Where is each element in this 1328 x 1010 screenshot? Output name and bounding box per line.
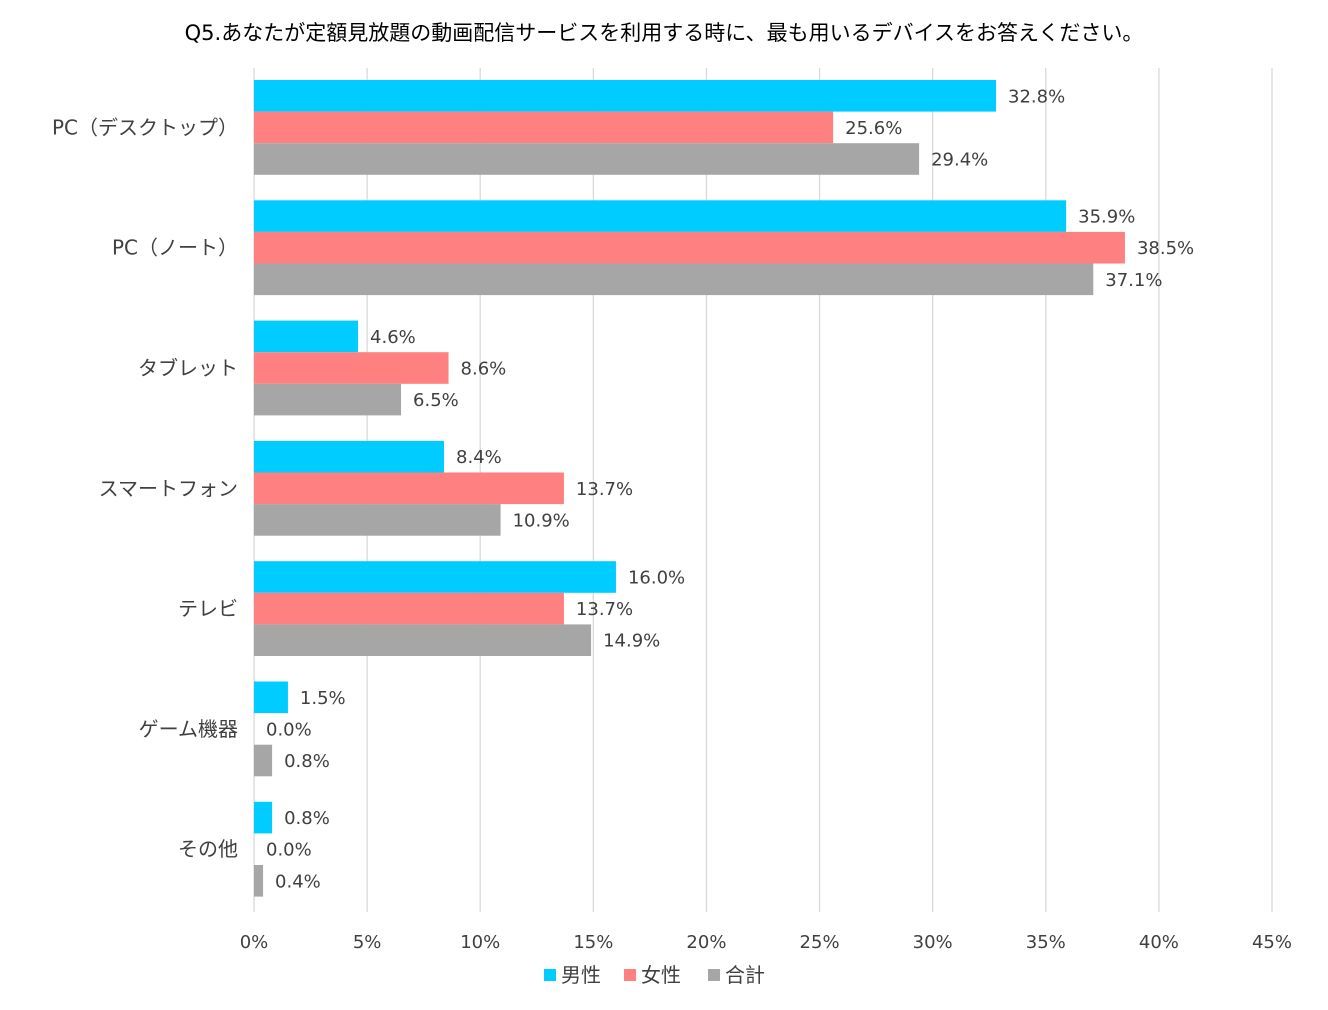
data-label: 0.0% (266, 840, 312, 861)
data-label: 25.6% (845, 118, 902, 139)
legend-swatch (544, 969, 556, 981)
bar (254, 320, 359, 353)
bar (254, 383, 402, 416)
data-label: 37.1% (1105, 270, 1162, 291)
chart-title: Q5.あなたが定額見放題の動画配信サービスを利用する時に、最も用いるデバイスをお… (185, 21, 1144, 45)
bar (254, 472, 564, 505)
bar (254, 624, 592, 656)
bar (254, 561, 616, 593)
x-tick-label: 40% (1139, 932, 1179, 953)
data-label: 0.8% (284, 751, 330, 772)
data-label: 0.0% (266, 719, 312, 740)
category-label: ゲーム機器 (139, 717, 238, 741)
x-axis-ticks: 0% 5% 10% 15% 20% 25% 30% 35% 40% 45% (240, 932, 1292, 953)
x-tick-label: 0% (240, 932, 269, 953)
data-label: 8.6% (461, 359, 507, 380)
x-tick-label: 25% (800, 932, 840, 953)
category-label: スマートフォン (99, 476, 238, 500)
x-tick-label: 10% (460, 932, 500, 953)
legend-label: 合計 (725, 963, 765, 987)
data-label: 32.8% (1008, 86, 1065, 107)
category-label: タブレット (138, 356, 238, 380)
legend-label: 女性 (641, 963, 681, 987)
bar (254, 592, 564, 625)
legend-label: 男性 (561, 963, 601, 987)
data-label: 13.7% (576, 599, 633, 620)
data-label: 4.6% (370, 327, 416, 348)
bar (254, 111, 834, 144)
legend-swatch (708, 969, 720, 981)
category-label: テレビ (178, 597, 238, 621)
data-label: 1.5% (300, 688, 346, 709)
bar (254, 231, 1125, 264)
data-label: 0.8% (284, 808, 330, 829)
data-label: 6.5% (413, 390, 459, 411)
bar (254, 681, 288, 714)
bar (254, 200, 1067, 232)
category-label: その他 (178, 837, 238, 861)
x-tick-label: 15% (573, 932, 613, 953)
data-labels: 32.8% 25.6% 29.4% 35.9%38.5% 37.1% 4.6% 8.6%6.… (266, 86, 1194, 892)
data-label: 16.0% (628, 568, 685, 589)
bar (254, 440, 445, 473)
bar (254, 801, 273, 834)
data-label: 29.4% (931, 150, 988, 171)
category-label: PC（デスクトップ） (52, 115, 238, 139)
bar (254, 504, 501, 536)
bar (254, 80, 997, 112)
bar (254, 865, 264, 897)
data-label: 35.9% (1078, 207, 1135, 228)
data-label: 0.4% (275, 871, 321, 892)
legend: 男性 女性 合計 (544, 963, 765, 987)
data-label: 38.5% (1137, 238, 1194, 259)
x-tick-label: 5% (353, 932, 382, 953)
data-label: 14.9% (603, 631, 660, 652)
legend-swatch (624, 969, 636, 981)
x-tick-label: 30% (913, 932, 953, 953)
bar (254, 744, 273, 777)
bar (254, 263, 1094, 296)
data-label: 10.9% (513, 510, 570, 531)
x-tick-label: 20% (686, 932, 726, 953)
x-tick-label: 35% (1026, 932, 1066, 953)
category-label: PC（ノート） (112, 236, 238, 260)
bar (254, 352, 449, 384)
bar (254, 143, 920, 175)
x-tick-label: 45% (1252, 932, 1292, 953)
data-label: 13.7% (576, 479, 633, 500)
bars (254, 80, 1125, 897)
data-label: 8.4% (456, 447, 502, 468)
